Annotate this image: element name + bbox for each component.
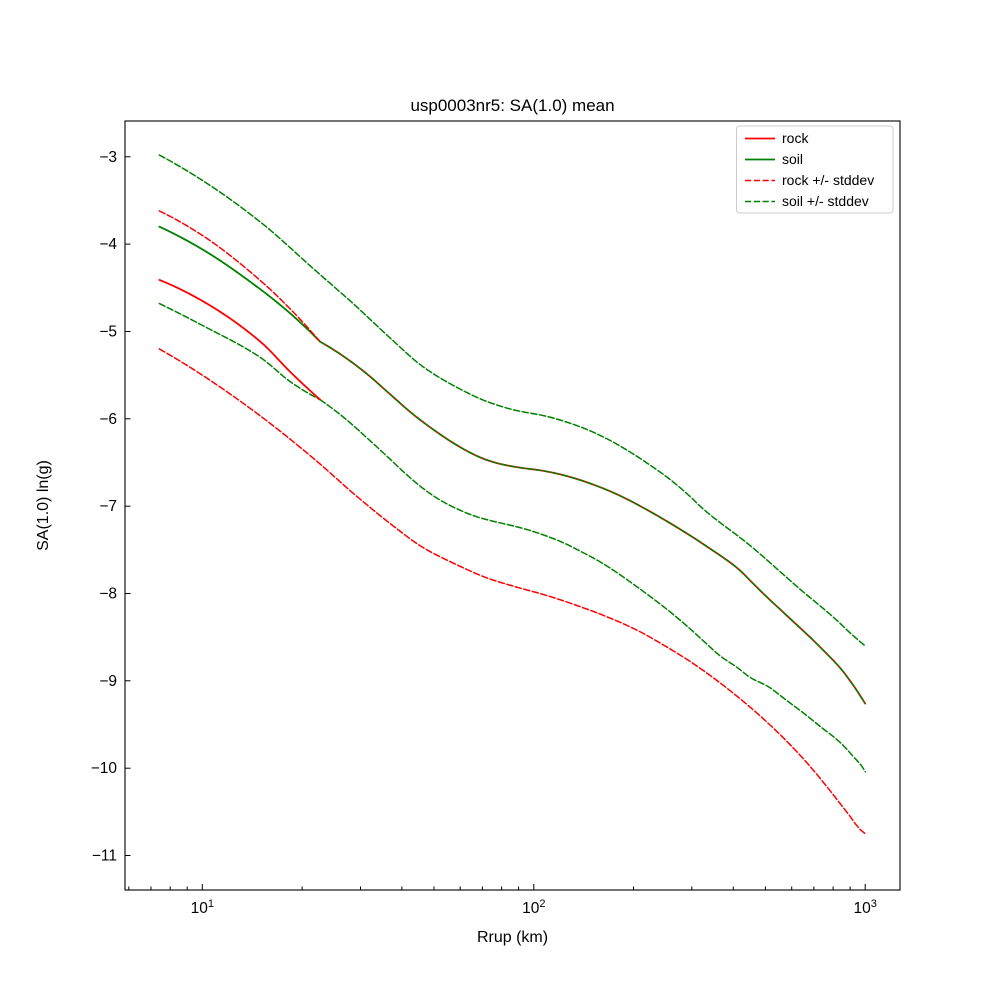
svg-text:−3: −3 [99, 149, 117, 166]
svg-text:−5: −5 [99, 324, 117, 341]
svg-text:−6: −6 [99, 411, 117, 428]
svg-text:SA(1.0) ln(g): SA(1.0) ln(g) [35, 460, 52, 551]
svg-text:usp0003nr5: SA(1.0) mean: usp0003nr5: SA(1.0) mean [410, 96, 614, 115]
svg-text:−4: −4 [99, 236, 117, 253]
svg-text:soil +/- stddev: soil +/- stddev [782, 193, 869, 209]
svg-text:−9: −9 [99, 673, 117, 690]
svg-text:soil: soil [782, 151, 803, 167]
svg-text:rock: rock [782, 130, 809, 146]
svg-text:Rrup (km): Rrup (km) [477, 929, 548, 946]
svg-text:−11: −11 [92, 848, 117, 865]
svg-text:−8: −8 [99, 586, 117, 603]
svg-text:−10: −10 [91, 760, 118, 777]
svg-text:103: 103 [854, 898, 877, 917]
svg-text:102: 102 [522, 898, 545, 917]
svg-text:101: 101 [191, 898, 214, 917]
svg-text:rock +/- stddev: rock +/- stddev [782, 172, 874, 188]
svg-text:−7: −7 [99, 498, 117, 515]
